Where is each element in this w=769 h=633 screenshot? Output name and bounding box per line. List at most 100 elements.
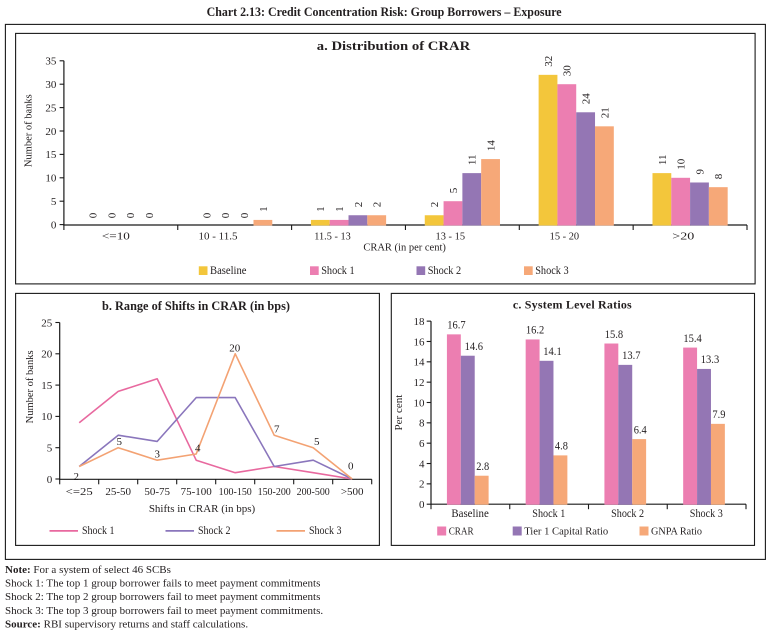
svg-text:Per cent: Per cent (393, 395, 405, 431)
svg-text:10: 10 (414, 397, 426, 409)
svg-text:2: 2 (353, 202, 365, 208)
svg-text:1: 1 (315, 206, 327, 212)
svg-text:2: 2 (372, 202, 384, 208)
svg-text:14: 14 (414, 357, 426, 369)
svg-text:Tier 1 Capital Ratio: Tier 1 Capital Ratio (524, 526, 608, 538)
svg-text:2: 2 (429, 202, 441, 208)
svg-text:Shock 1: Shock 1 (321, 263, 355, 277)
svg-text:Shock 3: Shock 3 (690, 506, 723, 520)
svg-text:14: 14 (486, 140, 498, 152)
svg-text:11.5 - 13: 11.5 - 13 (314, 231, 351, 243)
svg-text:0: 0 (220, 212, 232, 218)
svg-text:b. Range of Shifts in CRAR (in: b. Range of Shifts in CRAR (in bps) (102, 299, 290, 313)
svg-text:100-150: 100-150 (219, 486, 253, 498)
svg-text:Note: For a system of select 4: Note: For a system of select 46 SCBs (5, 564, 171, 576)
svg-text:Shock 2: The top 2 group borro: Shock 2: The top 2 group borrowers fail … (5, 591, 320, 603)
svg-text:Shock 3: Shock 3 (309, 525, 342, 537)
svg-text:4: 4 (419, 458, 425, 470)
svg-text:0: 0 (51, 219, 57, 231)
svg-text:2: 2 (73, 471, 79, 483)
svg-text:10 - 11.5: 10 - 11.5 (198, 231, 238, 243)
svg-text:21: 21 (599, 107, 611, 118)
svg-text:1: 1 (334, 206, 346, 212)
svg-text:18: 18 (414, 316, 426, 328)
svg-text:<=25: <=25 (66, 486, 94, 498)
svg-text:16: 16 (414, 336, 426, 348)
svg-text:20: 20 (45, 126, 57, 138)
svg-text:5: 5 (314, 436, 320, 448)
svg-text:5: 5 (47, 443, 53, 455)
svg-text:16.2: 16.2 (526, 323, 544, 337)
svg-text:10: 10 (41, 411, 53, 423)
svg-text:4: 4 (195, 443, 201, 455)
svg-text:150-200: 150-200 (258, 486, 292, 498)
svg-text:4.8: 4.8 (555, 439, 568, 453)
svg-text:15.4: 15.4 (683, 331, 701, 345)
svg-text:15: 15 (45, 149, 57, 161)
svg-text:Shock 2: Shock 2 (198, 525, 231, 537)
svg-text:10: 10 (45, 173, 57, 185)
svg-text:75-100: 75-100 (181, 486, 213, 498)
svg-text:25: 25 (45, 102, 57, 114)
svg-text:200-500: 200-500 (297, 486, 331, 498)
svg-text:>20: >20 (672, 231, 695, 243)
svg-text:25: 25 (41, 317, 53, 329)
svg-text:3: 3 (154, 449, 160, 461)
svg-text:13 - 15: 13 - 15 (436, 231, 466, 243)
svg-text:5: 5 (51, 196, 57, 208)
svg-text:0: 0 (106, 212, 118, 218)
svg-text:Shock 3: Shock 3 (535, 263, 569, 277)
svg-text:CRAR: CRAR (449, 526, 475, 538)
svg-text:14.6: 14.6 (465, 339, 483, 353)
svg-text:>500: >500 (341, 486, 364, 498)
svg-text:0: 0 (88, 212, 100, 218)
svg-text:30: 30 (45, 79, 57, 91)
svg-text:Shock 1: Shock 1 (532, 506, 565, 520)
svg-text:5: 5 (448, 187, 460, 193)
svg-text:8: 8 (419, 418, 425, 430)
svg-text:Number of banks: Number of banks (24, 94, 35, 167)
svg-text:0: 0 (239, 212, 251, 218)
svg-text:Shock 3: The top 3 group borro: Shock 3: The top 3 group borrowers fail … (5, 605, 323, 617)
svg-text:2.8: 2.8 (476, 459, 489, 473)
svg-text:Shock 2: Shock 2 (428, 263, 462, 277)
svg-text:0: 0 (125, 212, 137, 218)
svg-text:Shock 2: Shock 2 (611, 506, 644, 520)
svg-text:20: 20 (41, 349, 53, 361)
svg-text:0: 0 (144, 212, 156, 218)
svg-text:7: 7 (274, 424, 280, 436)
svg-text:0: 0 (47, 474, 53, 486)
svg-text:16.7: 16.7 (447, 318, 465, 332)
svg-text:7.9: 7.9 (712, 407, 725, 421)
svg-text:CRAR (in per cent): CRAR (in per cent) (363, 243, 446, 254)
svg-text:0: 0 (348, 461, 354, 473)
svg-text:Baseline: Baseline (210, 263, 247, 277)
svg-text:0: 0 (201, 212, 213, 218)
svg-text:24: 24 (581, 93, 593, 105)
svg-text:6: 6 (419, 438, 425, 450)
svg-text:13.7: 13.7 (622, 348, 640, 362)
svg-text:15: 15 (41, 380, 53, 392)
svg-text:13.3: 13.3 (701, 352, 719, 366)
svg-text:30: 30 (562, 65, 574, 77)
svg-text:9: 9 (694, 169, 706, 175)
svg-text:Shifts in CRAR (in bps): Shifts in CRAR (in bps) (149, 503, 256, 515)
svg-text:10: 10 (676, 158, 688, 170)
svg-text:a. Distribution of CRAR: a. Distribution of CRAR (317, 38, 471, 53)
svg-text:<=10: <=10 (102, 231, 131, 243)
svg-text:5: 5 (116, 436, 122, 448)
svg-text:Chart 2.13: Credit Concentrati: Chart 2.13: Credit Concentration Risk: G… (207, 5, 563, 19)
svg-text:Number of banks: Number of banks (25, 350, 36, 423)
svg-text:14.1: 14.1 (543, 344, 561, 358)
svg-text:1: 1 (258, 206, 270, 212)
svg-text:11: 11 (467, 155, 479, 166)
svg-text:6.4: 6.4 (634, 422, 647, 436)
svg-text:c. System Level Ratios: c. System Level Ratios (513, 298, 632, 312)
svg-text:35: 35 (45, 56, 57, 68)
svg-text:50-75: 50-75 (144, 486, 170, 498)
svg-text:12: 12 (414, 377, 425, 389)
svg-text:11: 11 (657, 155, 669, 166)
svg-text:Baseline: Baseline (451, 506, 489, 520)
svg-text:15 - 20: 15 - 20 (550, 231, 580, 243)
svg-text:20: 20 (229, 343, 241, 355)
